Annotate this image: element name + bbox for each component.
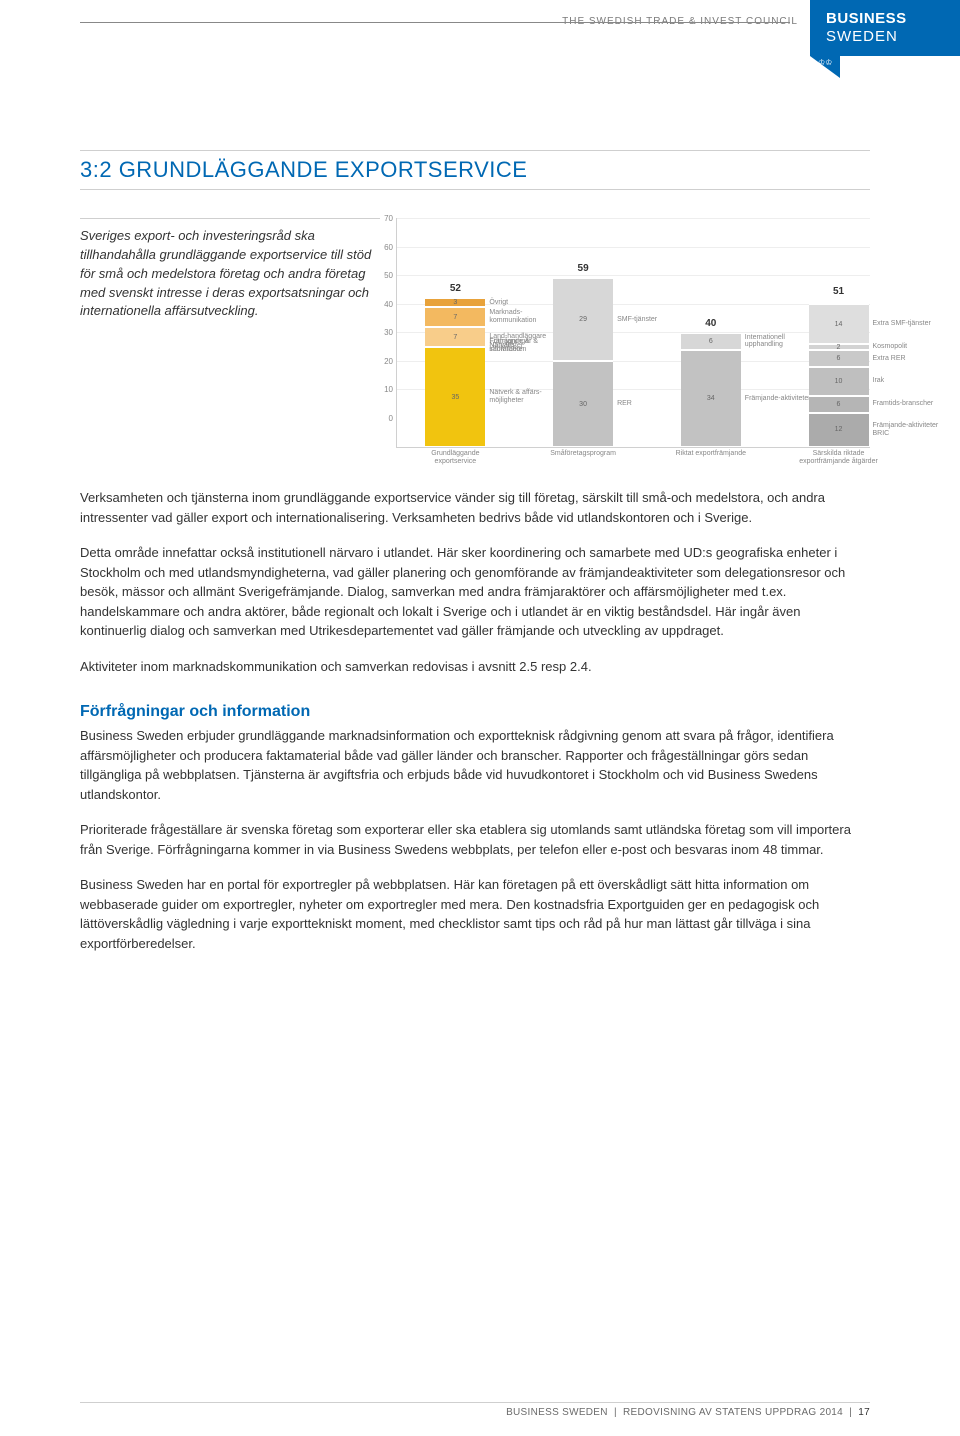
paragraph: Business Sweden har en portal för export… [80,875,870,953]
segment-label: Främjande-aktiviteter [745,395,815,403]
segment-value: 6 [837,355,841,362]
body-text: Verksamheten och tjänsterna inom grundlä… [80,488,870,953]
segment-label: Land-handläggare [489,333,559,341]
segment-value: 14 [835,321,843,328]
bar-segment: 29SMF-tjänster [553,278,613,361]
footer-source: BUSINESS SWEDEN [506,1407,608,1418]
segment-label: Framtids-branscher [873,400,943,408]
bar-segment: 3Övrigt [425,298,485,307]
paragraph: Detta område innefattar också institutio… [80,543,870,641]
segment-label: Irak [873,377,943,385]
y-tick: 50 [379,271,393,280]
paragraph: Aktiviteter inom marknadskommunikation o… [80,657,870,677]
paragraph: Prioriterade frågeställare är svenska fö… [80,820,870,859]
bar-segment: 7Marknads-kommunikation [425,307,485,327]
page-content: 3:2 GRUNDLÄGGANDE EXPORTSERVICE Sveriges… [80,150,870,969]
intro-text: Sveriges export- och investeringsråd ska… [80,218,380,448]
y-tick: 40 [379,300,393,309]
y-tick: 0 [379,414,393,423]
bar-segment: 6Internationell upphandling [681,333,741,350]
footer-doc: REDOVISNING AV STATENS UPPDRAG 2014 [623,1407,843,1418]
brand-logo: BUSINESS SWEDEN ♔♔♔ [810,0,960,80]
bar-total: 51 [809,286,869,297]
segment-label: Marknads-kommunikation [489,309,559,324]
segment-value: 7 [453,314,457,321]
gridline [397,275,870,276]
y-tick: 20 [379,357,393,366]
segment-value: 12 [835,426,843,433]
segment-value: 35 [451,394,459,401]
page-footer: BUSINESS SWEDEN | REDOVISNING AV STATENS… [80,1402,870,1418]
segment-value: 10 [835,378,843,385]
logo-line2: SWEDEN [826,28,898,45]
segment-value: 3 [453,299,457,306]
section-title: 3:2 GRUNDLÄGGANDE EXPORTSERVICE [80,150,870,190]
crowns-icon: ♔♔♔ [818,60,832,72]
bar-segment: 2Kosmopolit [809,344,869,350]
bar-segment: 10Irak [809,367,869,396]
segment-label: Extra RER [873,355,943,363]
segment-label: Främjande-aktiviteter BRIC [873,422,943,437]
bar-segment: 35Nätverk & affärs-möjligheter [425,347,485,447]
bar-segment: 7Land-handläggare [425,327,485,347]
bar-total: 59 [553,263,613,274]
bar-segment: 6Extra RER [809,350,869,367]
y-tick: 60 [379,243,393,252]
segment-label: Närvaro [489,342,559,350]
x-label: Småföretagsprogram [538,450,628,458]
segment-value: 30 [579,401,587,408]
gridline [397,247,870,248]
subsection-title: Förfrågningar och information [80,700,870,724]
logo-line1: BUSINESS [826,10,907,27]
segment-label: Kosmopolit [873,343,943,351]
x-label: Särskilda riktade exportfrämjande åtgärd… [794,450,884,467]
segment-value: 6 [837,401,841,408]
segment-label: Internationell upphandling [745,334,815,349]
segment-value: 34 [707,395,715,402]
bar-total: 40 [681,318,741,329]
paragraph: Verksamheten och tjänsterna inom grundlä… [80,488,870,527]
gridline [397,218,870,219]
segment-label: Övrigt [489,299,559,307]
bar-segment: 14Extra SMF-tjänster [809,304,869,344]
bar-segment: 12Främjande-aktiviteter BRIC [809,413,869,447]
bar-segment: 34Främjande-aktiviteter [681,350,741,447]
page-number: 17 [858,1407,870,1418]
bar-segment: 30RER [553,361,613,447]
y-tick: 30 [379,328,393,337]
segment-label: Extra SMF-tjänster [873,320,943,328]
budget-chart: 0102030405060705235Nätverk & affärs-möjl… [396,218,870,448]
segment-value: 7 [453,334,457,341]
segment-label: RER [617,400,687,408]
segment-value: 2 [837,344,841,351]
segment-label: Nätverk & affärs-möjligheter [489,389,559,404]
paragraph: Business Sweden erbjuder grundläggande m… [80,726,870,804]
intro-row: Sveriges export- och investeringsråd ska… [80,218,870,448]
x-label: Riktat exportfrämjande [666,450,756,458]
x-label: Grundläggande exportservice [410,450,500,467]
page-header: THE SWEDISH TRADE & INVEST COUNCIL BUSIN… [0,0,960,56]
bar-total: 52 [425,283,485,294]
y-tick: 10 [379,385,393,394]
segment-value: 6 [709,338,713,345]
segment-label: SMF-tjänster [617,316,687,324]
y-tick: 70 [379,214,393,223]
header-divider [80,22,790,23]
bar-segment: 6Framtids-branscher [809,396,869,413]
segment-value: 29 [579,316,587,323]
